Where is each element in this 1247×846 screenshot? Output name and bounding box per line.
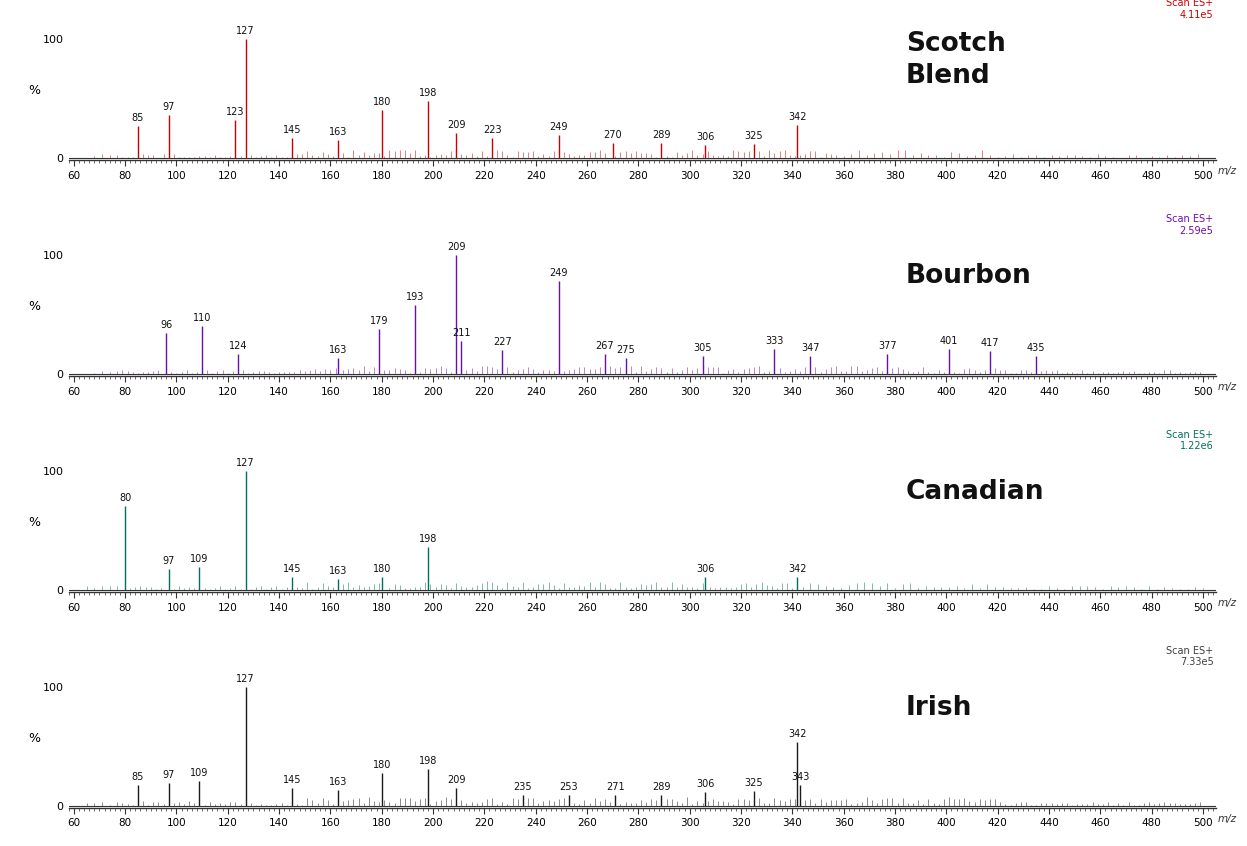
Text: 227: 227	[493, 337, 511, 347]
Text: 333: 333	[766, 336, 783, 346]
Text: m/z: m/z	[1218, 166, 1237, 176]
Text: 163: 163	[329, 127, 347, 137]
Text: 163: 163	[329, 566, 347, 576]
Text: 343: 343	[791, 772, 809, 783]
Y-axis label: %: %	[29, 732, 40, 744]
Text: 110: 110	[193, 313, 211, 323]
Text: 180: 180	[373, 563, 390, 574]
Text: 97: 97	[162, 102, 175, 113]
Text: Scan ES+
4.11e5: Scan ES+ 4.11e5	[1166, 0, 1213, 19]
Text: 127: 127	[237, 673, 254, 684]
Text: 306: 306	[696, 779, 715, 789]
Text: 267: 267	[596, 341, 615, 350]
Text: 145: 145	[283, 563, 301, 574]
Text: 198: 198	[419, 755, 438, 766]
Text: Scan ES+
7.33e5: Scan ES+ 7.33e5	[1166, 645, 1213, 667]
Text: m/z: m/z	[1218, 814, 1237, 823]
Text: Scan ES+
1.22e6: Scan ES+ 1.22e6	[1166, 430, 1213, 452]
Text: 289: 289	[652, 129, 671, 140]
Text: 342: 342	[788, 112, 807, 122]
Text: 209: 209	[446, 775, 465, 785]
Text: 275: 275	[616, 345, 635, 355]
Text: 306: 306	[696, 563, 715, 574]
Text: Bourbon: Bourbon	[907, 263, 1031, 289]
Y-axis label: %: %	[29, 300, 40, 313]
Text: 325: 325	[744, 131, 763, 140]
Text: 342: 342	[788, 563, 807, 574]
Text: 97: 97	[162, 557, 175, 567]
Text: 163: 163	[329, 345, 347, 355]
Text: 211: 211	[451, 327, 470, 338]
Text: 347: 347	[801, 343, 819, 353]
Y-axis label: %: %	[29, 516, 40, 529]
Text: 305: 305	[693, 343, 712, 353]
Text: 96: 96	[160, 321, 172, 331]
Text: 85: 85	[132, 113, 145, 123]
Text: 270: 270	[604, 129, 622, 140]
Text: 198: 198	[419, 88, 438, 98]
Text: 235: 235	[514, 782, 532, 792]
Text: Irish: Irish	[907, 695, 973, 721]
Text: 85: 85	[132, 772, 145, 783]
Text: 179: 179	[370, 316, 388, 326]
Text: 209: 209	[446, 242, 465, 252]
Text: 145: 145	[283, 125, 301, 135]
Text: 124: 124	[228, 341, 247, 350]
Text: 271: 271	[606, 782, 625, 792]
Text: 163: 163	[329, 777, 347, 787]
Text: 289: 289	[652, 782, 671, 792]
Text: 253: 253	[560, 782, 579, 792]
Text: 198: 198	[419, 534, 438, 544]
Text: 193: 193	[405, 292, 424, 302]
Text: 249: 249	[550, 268, 569, 278]
Text: 80: 80	[118, 493, 131, 503]
Text: 180: 180	[373, 761, 390, 771]
Text: 180: 180	[373, 97, 390, 107]
Text: 209: 209	[446, 120, 465, 130]
Text: Scotch
Blend: Scotch Blend	[907, 31, 1006, 89]
Text: 249: 249	[550, 123, 569, 133]
Text: 342: 342	[788, 729, 807, 739]
Text: 109: 109	[191, 554, 208, 564]
Text: Canadian: Canadian	[907, 479, 1045, 505]
Text: m/z: m/z	[1218, 382, 1237, 392]
Text: Scan ES+
2.59e5: Scan ES+ 2.59e5	[1166, 214, 1213, 235]
Text: 306: 306	[696, 132, 715, 142]
Text: 401: 401	[940, 336, 958, 346]
Text: 223: 223	[483, 125, 501, 135]
Text: 127: 127	[237, 458, 254, 468]
Text: 377: 377	[878, 341, 897, 350]
Text: 435: 435	[1028, 343, 1045, 353]
Text: 145: 145	[283, 775, 301, 785]
Text: 417: 417	[980, 338, 999, 349]
Text: m/z: m/z	[1218, 597, 1237, 607]
Text: 325: 325	[744, 778, 763, 788]
Y-axis label: %: %	[29, 85, 40, 97]
Text: 127: 127	[237, 26, 254, 36]
Text: 97: 97	[162, 770, 175, 780]
Text: 123: 123	[226, 107, 244, 117]
Text: 109: 109	[191, 767, 208, 777]
